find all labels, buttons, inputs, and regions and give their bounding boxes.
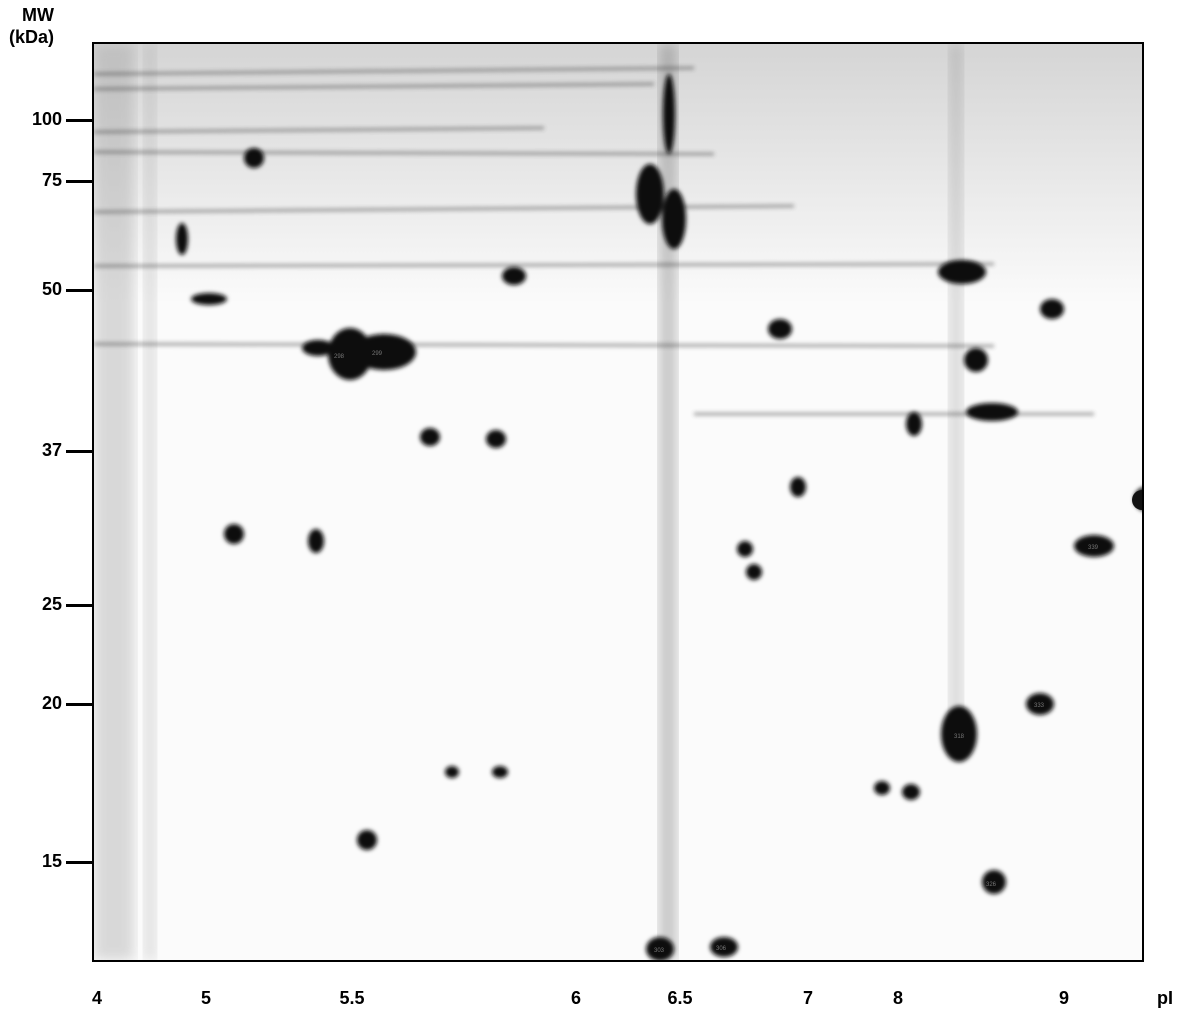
gel-image: 298 299 303 306 318 326 333 339 [92,42,1144,962]
svg-text:339: 339 [1088,545,1099,551]
svg-text:298: 298 [334,354,345,360]
y-tick-mark [66,289,92,292]
y-tick-label: 15 [41,851,62,871]
x-tick-label: 8 [892,988,904,1008]
y-tick-label: 20 [41,693,62,713]
y-tick-mark [66,119,92,122]
svg-text:318: 318 [954,734,965,740]
x-tick-label: 5 [200,988,212,1008]
x-tick-label: 9 [1058,988,1070,1008]
y-axis-title-line2: (kDa) [9,27,55,47]
y-tick-label: 25 [41,594,62,614]
x-tick-label: 7 [802,988,814,1008]
y-tick-mark [66,450,92,453]
y-tick-label: 50 [41,279,62,299]
gel-spots-graphic: 298 299 303 306 318 326 333 339 [94,44,1142,960]
y-tick-label: 37 [41,440,62,460]
x-tick-label: 6 [570,988,582,1008]
y-axis-title-line1: MW [22,5,54,25]
svg-text:299: 299 [372,351,383,357]
svg-text:333: 333 [1034,703,1045,709]
svg-text:303: 303 [654,948,665,954]
y-tick-label: 100 [31,109,62,129]
x-tick-label: 4 [91,988,103,1008]
svg-text:306: 306 [716,946,727,952]
y-tick-mark [66,861,92,864]
y-tick-mark [66,703,92,706]
y-tick-mark [66,180,92,183]
y-tick-mark [66,604,92,607]
x-tick-label: 6.5 [667,988,693,1008]
y-tick-label: 75 [41,170,62,190]
x-axis-title: pI [1157,988,1173,1008]
svg-text:326: 326 [986,882,997,888]
x-tick-label: 5.5 [339,988,365,1008]
